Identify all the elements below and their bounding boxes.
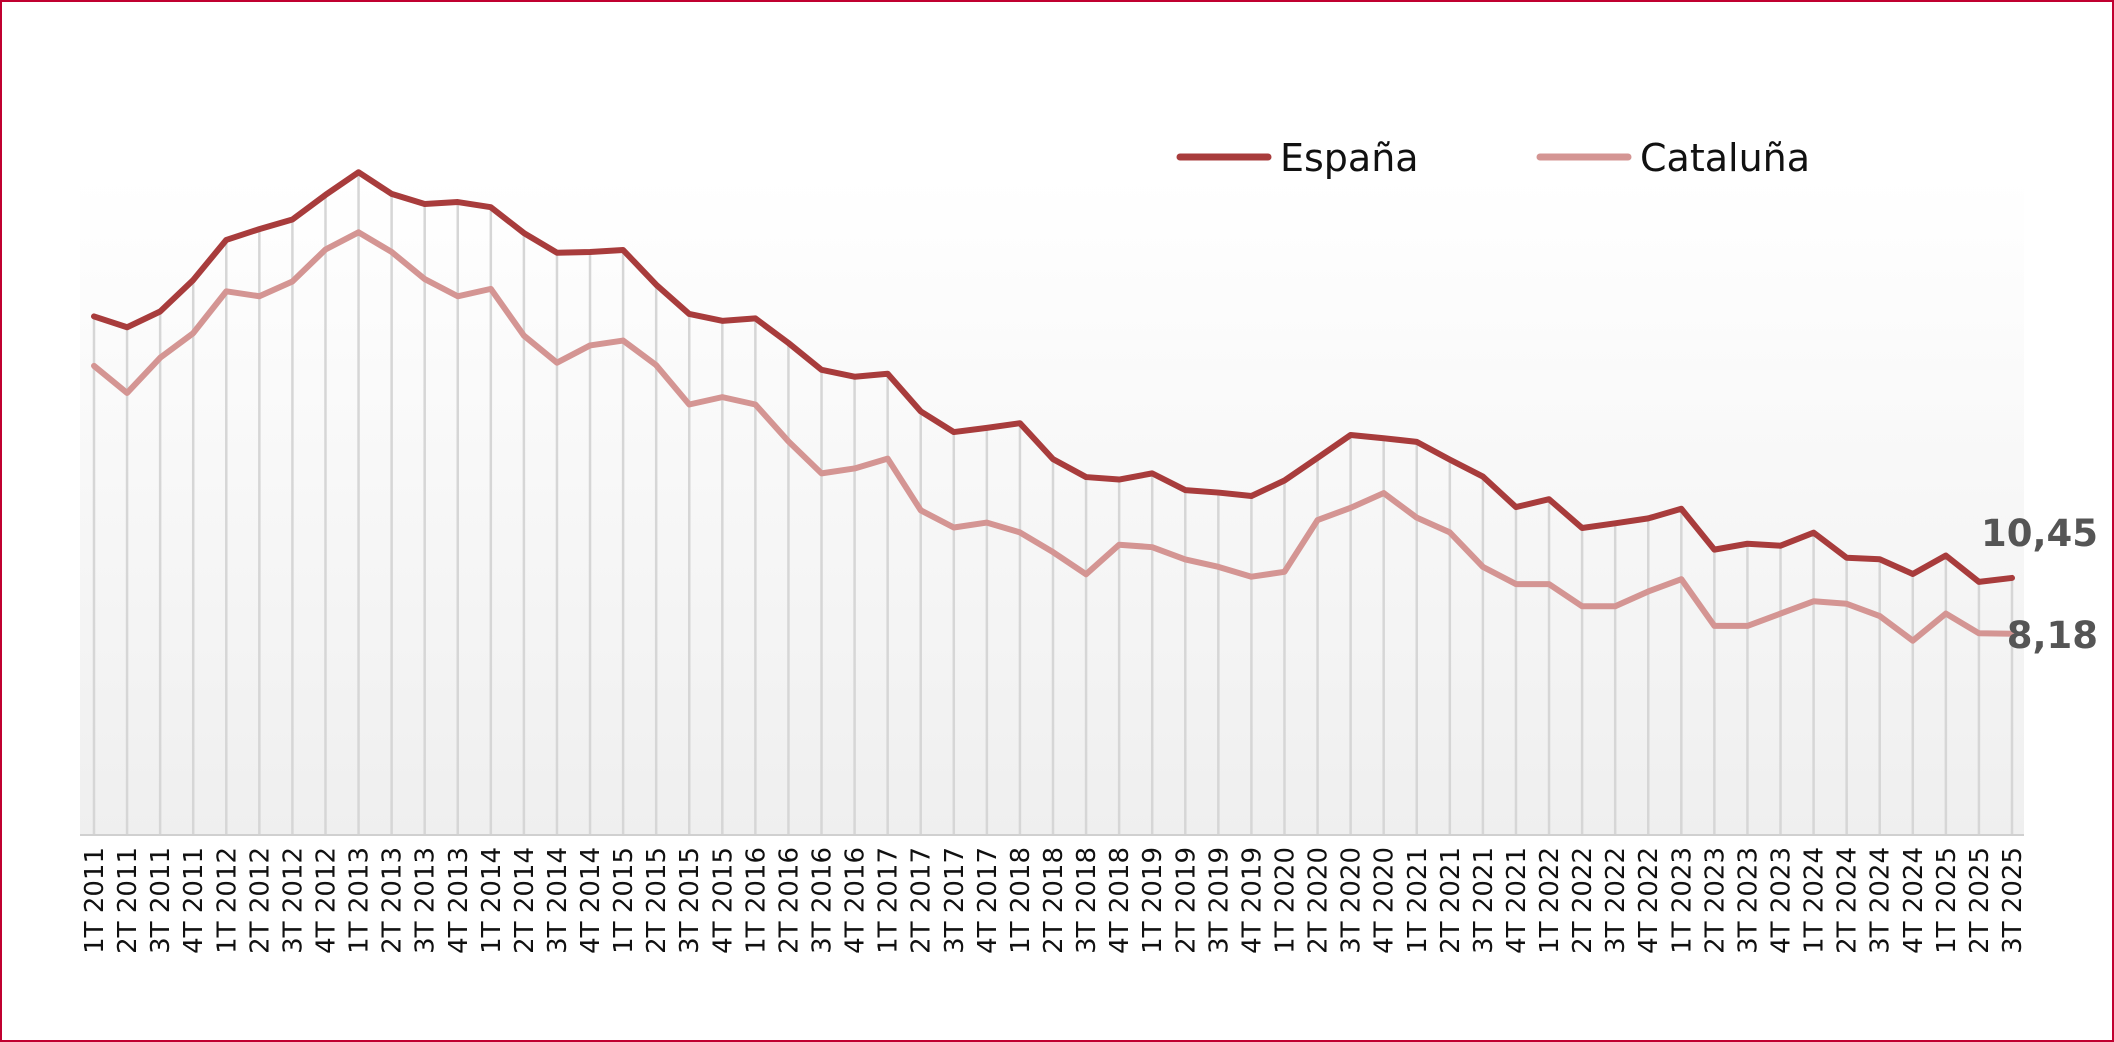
- legend-label: España: [1280, 136, 1419, 180]
- x-tick-label: 4T 2012: [311, 847, 341, 954]
- x-tick-label: 4T 2015: [708, 847, 738, 954]
- x-tick-label: 1T 2023: [1667, 847, 1697, 954]
- x-tick-label: 2T 2019: [1171, 847, 1201, 954]
- x-tick-label: 1T 2015: [609, 847, 639, 954]
- x-tick-label: 3T 2014: [543, 847, 573, 954]
- x-tick-label: 4T 2021: [1502, 847, 1532, 954]
- x-tick-label: 1T 2020: [1270, 847, 1300, 954]
- x-tick-label: 3T 2022: [1601, 847, 1631, 954]
- x-tick-label: 1T 2011: [80, 847, 110, 954]
- x-tick-label: 4T 2024: [1899, 847, 1929, 954]
- x-tick-label: 2T 2014: [510, 847, 540, 954]
- x-tick-label: 1T 2016: [741, 847, 771, 954]
- x-tick-label: 2T 2017: [907, 847, 937, 954]
- x-tick-label: 2T 2013: [378, 847, 408, 954]
- x-tick-label: 4T 2014: [576, 847, 606, 954]
- x-tick-label: 4T 2022: [1634, 847, 1664, 954]
- x-tick-label: 4T 2020: [1370, 847, 1400, 954]
- x-tick-label: 1T 2025: [1932, 847, 1962, 954]
- x-tick-label: 2T 2024: [1833, 847, 1863, 954]
- legend-label: Cataluña: [1640, 136, 1810, 180]
- end-value-label: 10,45: [1981, 512, 2098, 555]
- x-tick-label: 2T 2025: [1965, 847, 1995, 954]
- x-tick-label: 2T 2012: [245, 847, 275, 954]
- x-tick-label: 2T 2023: [1700, 847, 1730, 954]
- x-tick-label: 1T 2013: [345, 847, 375, 954]
- x-tick-label: 3T 2019: [1204, 847, 1234, 954]
- x-tick-label: 4T 2011: [179, 847, 209, 954]
- x-tick-label: 4T 2018: [1105, 847, 1135, 954]
- x-tick-label: 1T 2021: [1403, 847, 1433, 954]
- x-tick-label: 3T 2011: [146, 847, 176, 954]
- x-tick-label: 2T 2018: [1039, 847, 1069, 954]
- end-value-label: 8,18: [2007, 614, 2098, 657]
- x-tick-label: 2T 2011: [113, 847, 143, 954]
- x-tick-label: 3T 2025: [1998, 847, 2028, 954]
- x-tick-label: 3T 2013: [411, 847, 441, 954]
- x-tick-label: 1T 2018: [1006, 847, 1036, 954]
- x-tick-label: 2T 2016: [774, 847, 804, 954]
- x-tick-label: 1T 2022: [1535, 847, 1565, 954]
- x-tick-label: 1T 2017: [874, 847, 904, 954]
- x-tick-label: 2T 2020: [1304, 847, 1334, 954]
- x-tick-label: 3T 2016: [808, 847, 838, 954]
- x-tick-label: 2T 2022: [1568, 847, 1598, 954]
- x-tick-label: 2T 2021: [1436, 847, 1466, 954]
- x-tick-label: 4T 2016: [841, 847, 871, 954]
- x-tick-label: 1T 2012: [212, 847, 242, 954]
- x-tick-label: 3T 2015: [675, 847, 705, 954]
- x-tick-label: 1T 2019: [1138, 847, 1168, 954]
- x-tick-label: 3T 2012: [278, 847, 308, 954]
- x-tick-label: 3T 2020: [1337, 847, 1367, 954]
- x-tick-label: 4T 2013: [444, 847, 474, 954]
- x-tick-label: 2T 2015: [642, 847, 672, 954]
- x-tick-label: 1T 2014: [477, 847, 507, 954]
- x-tick-label: 3T 2023: [1733, 847, 1763, 954]
- x-tick-label: 3T 2024: [1866, 847, 1896, 954]
- x-tick-label: 4T 2019: [1237, 847, 1267, 954]
- x-tick-label: 4T 2023: [1767, 847, 1797, 954]
- x-tick-label: 1T 2024: [1800, 847, 1830, 954]
- x-tick-label: 3T 2021: [1469, 847, 1499, 954]
- x-tick-label: 3T 2017: [940, 847, 970, 954]
- x-tick-label: 4T 2017: [973, 847, 1003, 954]
- x-tick-label: 3T 2018: [1072, 847, 1102, 954]
